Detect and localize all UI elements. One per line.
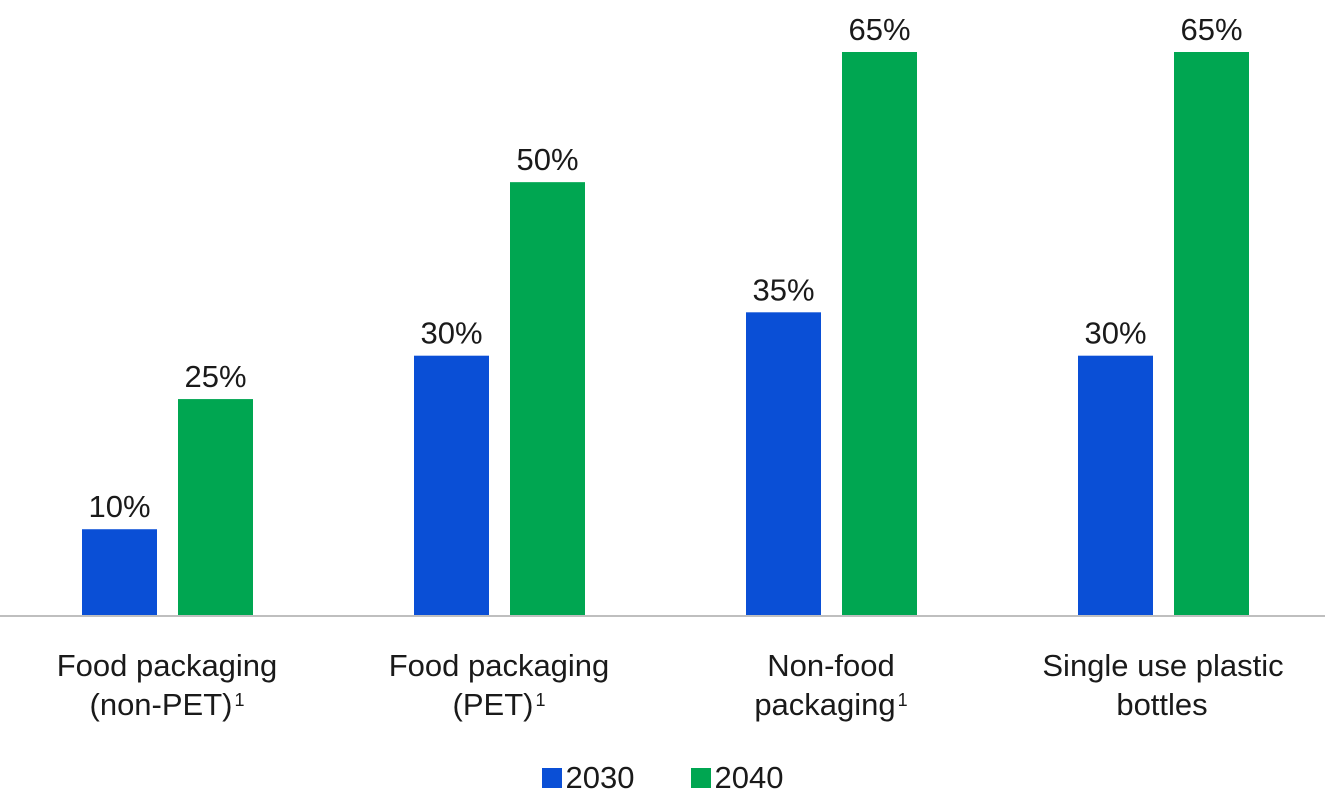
value-label-2030-1: 30% bbox=[420, 316, 482, 351]
category-label-line2: (non-PET) 1 bbox=[89, 687, 245, 722]
legend-label-2030: 2030 bbox=[565, 760, 635, 795]
value-labels-group: 10% 30% 35% 30% 25% 50% 65% 65% bbox=[88, 12, 1242, 524]
category-label-line1: Single use plastic bbox=[1042, 648, 1284, 683]
legend-swatch-2030 bbox=[541, 768, 562, 788]
category-label-bottles: Single use plastic bottles bbox=[1013, 646, 1313, 724]
bar-2040-3 bbox=[1174, 52, 1249, 616]
bar-2040-0 bbox=[178, 399, 253, 616]
bar-2040-2 bbox=[842, 52, 917, 616]
category-label-food-non-pet: Food packaging (non-PET) 1 bbox=[17, 646, 317, 724]
category-label-line2: (PET) 1 bbox=[452, 687, 546, 722]
category-label-line1: Food packaging bbox=[56, 648, 278, 683]
category-label-line2: bottles bbox=[1116, 687, 1208, 722]
legend-item-2030: 2030 bbox=[541, 760, 635, 796]
value-label-2030-2: 35% bbox=[752, 272, 814, 307]
bar-2040-1 bbox=[510, 182, 585, 616]
footnote-marker: 1 bbox=[897, 690, 908, 710]
legend-swatch-2040 bbox=[690, 768, 711, 788]
bar-2030-3 bbox=[1078, 355, 1153, 616]
bar-2030-0 bbox=[82, 529, 157, 616]
footnote-marker: 1 bbox=[234, 690, 245, 710]
category-label-non-food: Non-food packaging 1 bbox=[681, 646, 981, 724]
category-label-line2: packaging 1 bbox=[754, 687, 908, 722]
value-label-2030-0: 10% bbox=[88, 489, 150, 524]
category-label-line1: Food packaging bbox=[388, 648, 610, 683]
value-label-2030-3: 30% bbox=[1084, 316, 1146, 351]
value-label-2040-1: 50% bbox=[516, 142, 578, 177]
category-label-line1: Non-food bbox=[767, 648, 895, 683]
footnote-marker: 1 bbox=[535, 690, 546, 710]
legend: 2030 2040 bbox=[0, 760, 1325, 796]
legend-item-2040: 2040 bbox=[690, 760, 784, 796]
bar-2030-2 bbox=[746, 312, 821, 616]
category-label-food-pet: Food packaging (PET) 1 bbox=[349, 646, 649, 724]
value-label-2040-2: 65% bbox=[848, 12, 910, 47]
value-label-2040-3: 65% bbox=[1180, 12, 1242, 47]
bar-2030-1 bbox=[414, 355, 489, 616]
legend-label-2040: 2040 bbox=[714, 760, 784, 795]
value-label-2040-0: 25% bbox=[184, 359, 246, 394]
bars-group bbox=[82, 52, 1249, 616]
